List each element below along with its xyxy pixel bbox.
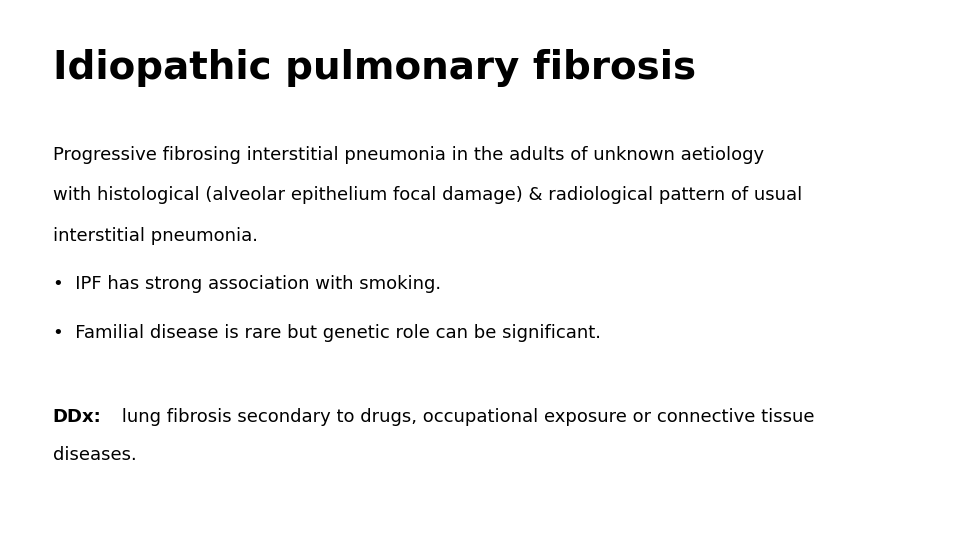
- Text: diseases.: diseases.: [53, 446, 136, 463]
- Text: •  Familial disease is rare but genetic role can be significant.: • Familial disease is rare but genetic r…: [53, 324, 601, 342]
- Text: with histological (alveolar epithelium focal damage) & radiological pattern of u: with histological (alveolar epithelium f…: [53, 186, 802, 204]
- Text: interstitial pneumonia.: interstitial pneumonia.: [53, 227, 258, 245]
- Text: lung fibrosis secondary to drugs, occupational exposure or connective tissue: lung fibrosis secondary to drugs, occupa…: [116, 408, 814, 426]
- Text: Progressive fibrosing interstitial pneumonia in the adults of unknown aetiology: Progressive fibrosing interstitial pneum…: [53, 146, 764, 164]
- Text: Idiopathic pulmonary fibrosis: Idiopathic pulmonary fibrosis: [53, 49, 696, 86]
- Text: •  IPF has strong association with smoking.: • IPF has strong association with smokin…: [53, 275, 441, 293]
- Text: DDx:: DDx:: [53, 408, 102, 426]
